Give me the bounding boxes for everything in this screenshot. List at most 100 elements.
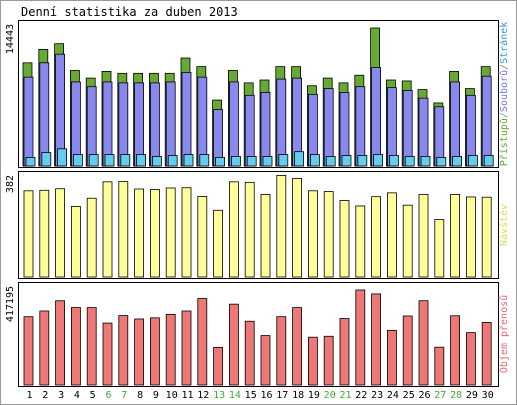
visits-bar (260, 193, 271, 278)
x-tick-label: 13 (213, 390, 225, 401)
traffic-bar (149, 317, 160, 386)
pages-bar (104, 154, 115, 167)
pages-bar (183, 154, 194, 167)
pages-bar (151, 156, 162, 167)
x-tick-label: 26 (418, 390, 430, 401)
visits-bar (134, 188, 145, 278)
traffic-bar (55, 300, 65, 386)
files-bar (228, 81, 239, 167)
traffic-bar (86, 307, 97, 386)
visits-bar (118, 181, 129, 278)
pages-bar (341, 155, 352, 167)
visits-bar (402, 204, 413, 278)
visits-panel-frame (18, 171, 499, 279)
pages-bar (262, 156, 273, 167)
traffic-bar (260, 335, 271, 386)
visits-bar (481, 196, 492, 278)
traffic-panel: 417195 Objem přenosů (5, 282, 510, 387)
visits-bar (23, 190, 34, 278)
files-bar (102, 81, 113, 167)
pages-bar (278, 154, 289, 167)
hits-legend: Přístupů/Souborů/Stránek (498, 22, 510, 167)
visits-bar (149, 189, 160, 278)
files-bar (418, 97, 429, 167)
visits-bar (434, 219, 445, 278)
x-tick-label: 11 (181, 390, 193, 401)
traffic-bar (402, 315, 413, 386)
pages-bar (436, 157, 447, 167)
files-bar (276, 78, 287, 167)
files-bar (355, 86, 366, 167)
x-axis-labels: 1 2 3 4 5 6 7 8 9 10 11 12 13 14 15 16 17 18 19 20 21 22 23 24 2… (26, 390, 493, 401)
pages-bar (373, 154, 384, 167)
x-tick-label: 18 (292, 390, 304, 401)
traffic-bar (323, 335, 334, 386)
traffic-bar (165, 314, 176, 386)
traffic-bar (434, 346, 445, 386)
pages-bar (25, 157, 36, 167)
x-tick-label: 3 (58, 390, 64, 401)
legend-entry: / (499, 64, 510, 70)
traffic-bar (71, 307, 81, 386)
pages-bar (136, 154, 147, 167)
visits-bar (228, 181, 239, 278)
pages-bar (167, 155, 178, 167)
visits-bar (465, 196, 476, 278)
traffic-bar (134, 318, 145, 386)
traffic-bar (276, 316, 287, 386)
files-bar (244, 94, 255, 167)
files-bar (134, 82, 145, 167)
visits-bar (165, 187, 176, 278)
traffic-bar (228, 303, 239, 386)
x-tick-label: 21 (339, 390, 351, 401)
pages-bar (73, 154, 83, 167)
pages-bar (452, 156, 463, 167)
x-tick-label: 9 (153, 390, 159, 401)
visits-bar (55, 188, 65, 278)
visits-bar (213, 209, 224, 278)
traffic-bar (465, 332, 476, 386)
visits-bar (86, 197, 97, 278)
x-tick-label: 29 (466, 390, 478, 401)
visits-bar (102, 181, 113, 278)
legend-entry: Stránek (498, 22, 510, 64)
visits-bar (450, 193, 461, 278)
x-tick-label: 20 (324, 390, 336, 401)
traffic-ytick: 417195 (5, 286, 16, 322)
traffic-bar (481, 321, 492, 386)
traffic-bar (102, 322, 113, 386)
x-tick-label: 25 (403, 390, 415, 401)
files-bar (86, 86, 97, 167)
traffic-legend: Objem přenosů (498, 295, 510, 373)
files-bar (450, 81, 461, 167)
x-tick-label: 15 (245, 390, 257, 401)
traffic-bar (386, 329, 397, 386)
visits-bar (39, 189, 50, 278)
legend-entry: / (499, 112, 510, 118)
visits-panel: 382 Návštěv (5, 171, 510, 279)
traffic-bar (23, 316, 34, 386)
traffic-bar (213, 347, 224, 386)
legend-entry: Přístupů (498, 118, 510, 166)
x-tick-label: 17 (276, 390, 288, 401)
pages-bar (215, 157, 226, 167)
visits-bar (418, 193, 429, 278)
pages-bar (120, 154, 131, 167)
files-bar (323, 88, 334, 167)
x-tick-label: 28 (450, 390, 462, 401)
pages-bar (57, 148, 67, 167)
traffic-bar (244, 320, 255, 386)
x-tick-label: 7 (121, 390, 127, 401)
traffic-bar (339, 318, 350, 386)
visits-bar (244, 181, 255, 278)
x-tick-label: 10 (166, 390, 178, 401)
traffic-bar (181, 310, 192, 386)
x-tick-label: 6 (105, 390, 111, 401)
files-bar (339, 92, 350, 167)
visits-bar (339, 200, 350, 278)
pages-bar (230, 156, 241, 167)
chart-title: Denní statistika za duben 2013 (21, 5, 238, 19)
files-bar (23, 76, 34, 167)
